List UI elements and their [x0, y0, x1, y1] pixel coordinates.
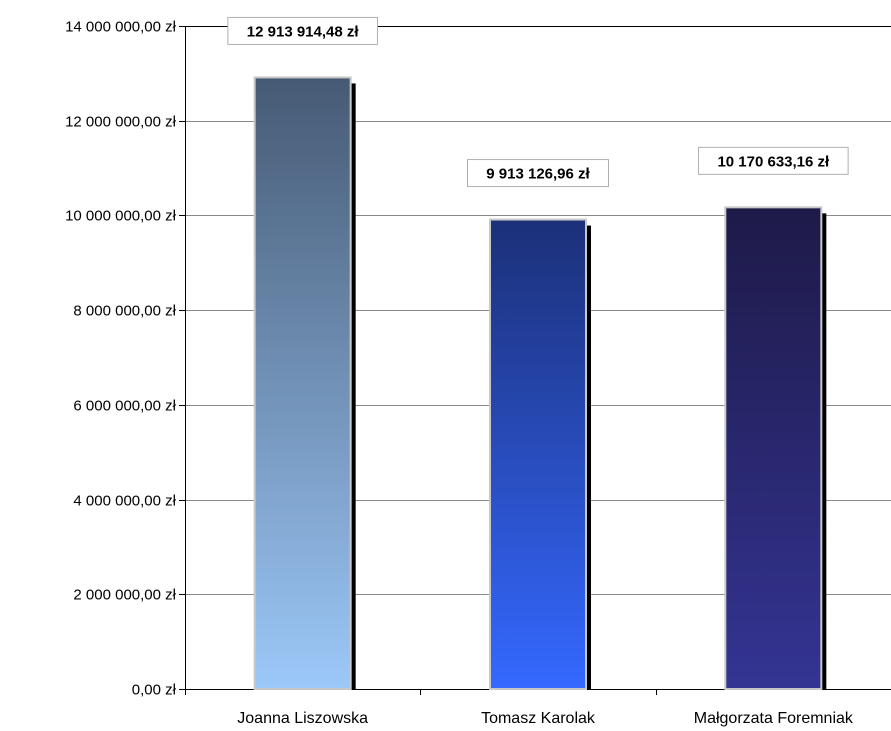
- y-tick-label: 2 000 000,00 zł: [73, 587, 176, 604]
- y-tick-label: 12 000 000,00 zł: [65, 114, 177, 131]
- data-label-box: [227, 16, 378, 45]
- data-label: 9 913 126,96 zł: [486, 166, 590, 183]
- data-label-box: [467, 159, 609, 188]
- y-tick-label: 10 000 000,00 zł: [65, 208, 177, 225]
- bar: [724, 206, 823, 690]
- data-label: 12 913 914,48 zł: [247, 23, 360, 40]
- y-tick-label: 0,00 zł: [132, 682, 177, 699]
- y-tick-label: 4 000 000,00 zł: [73, 493, 176, 510]
- data-label-box: [698, 146, 849, 175]
- x-category-label: Joanna Liszowska: [237, 710, 368, 727]
- x-category-label: Tomasz Karolak: [481, 710, 596, 727]
- bars: [253, 76, 827, 691]
- data-label: 10 170 633,16 zł: [717, 153, 830, 170]
- y-tick-label: 14 000 000,00 zł: [65, 19, 177, 36]
- x-category-label: Małgorzata Foremniak: [694, 710, 854, 727]
- labels: 0,00 zł 2 000 000,00 zł 4 000 000,00 zł 6 0…: [65, 16, 854, 727]
- y-tick-label: 6 000 000,00 zł: [73, 398, 176, 415]
- y-tick-label: 8 000 000,00 zł: [73, 303, 176, 320]
- bar: [489, 218, 587, 690]
- bar: [253, 76, 352, 691]
